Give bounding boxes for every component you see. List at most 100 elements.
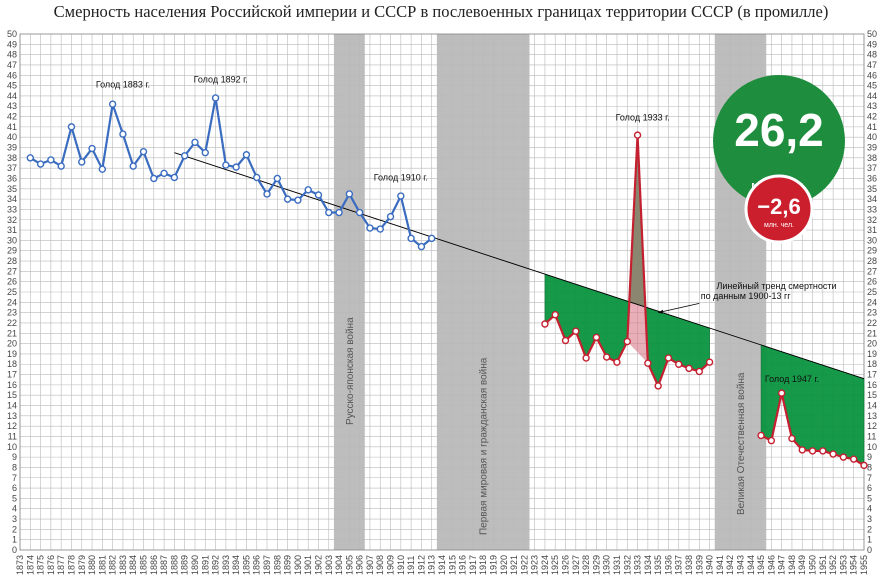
x-tick: 1936 (663, 555, 673, 575)
y-tick-left: 45 (7, 81, 17, 91)
x-tick: 1903 (324, 555, 334, 575)
data-point-imperial-1892 (211, 94, 220, 102)
data-point-imperial-1901 (304, 186, 312, 194)
data-point-soviet_postwar-1953 (839, 453, 848, 461)
y-tick-left: 28 (7, 256, 17, 266)
y-tick-left: 17 (7, 370, 17, 380)
x-tick: 1901 (303, 555, 313, 575)
y-tick-left: 27 (7, 266, 17, 276)
x-tick: 1891 (200, 555, 210, 575)
y-tick-right: 8 (867, 462, 872, 472)
annotation-trend-line2: по данным 1900-13 гг (701, 291, 792, 301)
data-point-soviet_prewar-1939 (695, 367, 704, 376)
x-tick: 1905 (344, 555, 354, 575)
data-point-soviet_postwar-1946 (767, 436, 776, 445)
data-point-soviet_prewar-1931 (613, 358, 621, 366)
y-tick-left: 46 (7, 70, 17, 80)
y-tick-left: 37 (7, 163, 17, 173)
data-point-soviet_postwar-1952 (829, 450, 837, 458)
y-tick-left: 34 (7, 194, 17, 204)
y-tick-right: 2 (867, 524, 872, 534)
y-tick-right: 35 (867, 184, 877, 194)
x-tick: 1873 (15, 555, 25, 575)
data-point-imperial-1898 (273, 174, 282, 183)
data-point-soviet_postwar-1955 (860, 461, 868, 470)
x-tick: 1919 (488, 555, 498, 575)
annotation-famine-1947: Голод 1947 г. (765, 374, 819, 384)
y-tick-right: 38 (867, 153, 877, 163)
y-tick-right: 45 (867, 81, 877, 91)
data-point-imperial-1889 (180, 152, 189, 160)
data-point-soviet_prewar-1924 (541, 320, 549, 328)
badge-small-unit: млн. чел. (764, 222, 794, 229)
data-point-imperial-1876 (47, 156, 55, 164)
data-point-imperial-1879 (78, 158, 86, 166)
data-point-imperial-1913 (428, 234, 436, 243)
x-tick: 1946 (766, 555, 776, 575)
x-tick: 1907 (365, 555, 375, 575)
y-tick-right: 13 (867, 411, 877, 421)
x-tick: 1913 (427, 555, 437, 575)
y-tick-right: 20 (867, 339, 877, 349)
x-tick: 1937 (674, 555, 684, 575)
x-tick: 1941 (715, 555, 725, 575)
y-tick-left: 21 (7, 328, 17, 338)
data-point-imperial-1900 (294, 196, 302, 204)
x-tick: 1924 (540, 555, 550, 575)
x-tick: 1882 (108, 555, 118, 575)
y-tick-right: 21 (867, 328, 877, 338)
x-tick: 1876 (46, 555, 56, 575)
data-point-imperial-1899 (283, 195, 292, 203)
x-tick: 1908 (375, 555, 385, 575)
data-point-imperial-1880 (88, 144, 96, 153)
y-tick-left: 13 (7, 411, 17, 421)
y-tick-left: 2 (12, 524, 17, 534)
data-point-imperial-1909 (386, 212, 395, 221)
x-tick: 1915 (447, 555, 457, 575)
y-tick-left: 4 (12, 504, 17, 514)
data-point-imperial-1894 (232, 163, 240, 171)
chart-title: Смерность населения Российской империи и… (53, 2, 829, 21)
x-tick: 1881 (97, 555, 107, 575)
y-tick-right: 19 (867, 349, 877, 359)
y-tick-right: 33 (867, 204, 877, 214)
x-tick: 1942 (725, 555, 735, 575)
x-tick: 1938 (684, 555, 694, 575)
y-tick-right: 24 (867, 297, 877, 307)
y-tick-left: 44 (7, 91, 17, 101)
famine-1933-fill (627, 135, 648, 364)
y-tick-left: 32 (7, 215, 17, 225)
data-point-soviet_postwar-1949 (798, 446, 806, 454)
x-tick: 1910 (396, 555, 406, 575)
x-tick: 1888 (169, 555, 179, 575)
x-tick: 1886 (149, 555, 159, 575)
x-tick: 1954 (849, 555, 859, 575)
data-point-soviet_prewar-1938 (685, 364, 693, 373)
x-tick: 1947 (777, 555, 787, 575)
data-point-soviet_postwar-1948 (788, 434, 796, 443)
x-tick: 1874 (25, 555, 35, 575)
data-point-soviet_postwar-1954 (850, 455, 858, 463)
x-tick: 1944 (746, 555, 756, 575)
data-point-imperial-1905 (345, 190, 354, 198)
y-tick-right: 10 (867, 442, 877, 452)
data-point-imperial-1883 (119, 130, 127, 138)
data-point-soviet_prewar-1940 (705, 358, 714, 366)
data-point-imperial-1908 (376, 225, 384, 233)
x-tick: 1921 (509, 555, 519, 575)
data-point-imperial-1875 (36, 160, 45, 168)
x-tick: 1923 (530, 555, 540, 575)
y-tick-left: 10 (7, 442, 17, 452)
data-point-soviet_prewar-1935 (654, 382, 662, 390)
y-tick-left: 26 (7, 277, 17, 287)
y-tick-left: 7 (12, 473, 17, 483)
y-tick-right: 1 (867, 535, 872, 545)
x-tick: 1911 (406, 556, 416, 575)
x-tick: 1926 (561, 555, 571, 575)
y-tick-left: 31 (7, 225, 17, 235)
x-tick: 1898 (272, 555, 282, 575)
y-tick-left: 48 (7, 50, 17, 60)
y-tick-right: 41 (867, 122, 877, 132)
y-tick-right: 50 (867, 29, 877, 39)
y-tick-right: 49 (867, 39, 877, 49)
